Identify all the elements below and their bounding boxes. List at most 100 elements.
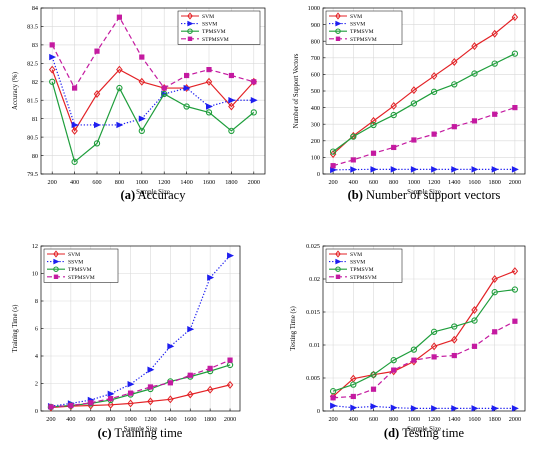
data-point — [471, 317, 478, 324]
x-tick-label: 800 — [389, 179, 398, 186]
data-point — [94, 48, 100, 54]
x-tick-label: 1200 — [144, 416, 156, 423]
data-point — [491, 275, 498, 283]
legend-swatch-marker — [187, 28, 193, 34]
plot-frame — [322, 245, 526, 412]
data-point — [410, 100, 418, 107]
data-point — [49, 42, 55, 48]
y-tick-label: 0 — [317, 408, 320, 415]
data-point — [471, 42, 478, 51]
y-tick-label: 0.015 — [306, 309, 320, 316]
data-point — [511, 267, 519, 276]
data-point — [390, 166, 398, 173]
x-tick-label: 2000 — [248, 179, 260, 186]
data-point — [451, 323, 458, 330]
series-line — [332, 270, 516, 397]
data-point — [147, 397, 154, 406]
y-tick-label: 700 — [311, 55, 320, 62]
data-point — [471, 70, 478, 77]
y-tick-label: 83 — [32, 42, 38, 49]
data-point — [430, 72, 438, 81]
y-tick-label: 0 — [35, 408, 38, 415]
x-tick-label: 800 — [106, 416, 115, 423]
data-point — [391, 367, 397, 373]
y-tick-label: 84 — [32, 5, 38, 12]
series-line — [50, 384, 231, 409]
data-point — [227, 252, 234, 259]
data-point — [161, 90, 168, 98]
x-tick-label: 200 — [328, 416, 337, 423]
data-point — [205, 109, 213, 116]
data-point — [330, 402, 338, 409]
y-tick-label: 81 — [32, 116, 38, 123]
data-point — [72, 85, 78, 91]
data-point — [511, 13, 519, 22]
legend-swatch-marker — [335, 250, 341, 258]
y-tick-label: 81.5 — [27, 97, 38, 104]
series-stpmsvm — [330, 105, 518, 169]
data-point — [116, 14, 122, 20]
x-tick-label: 2000 — [509, 179, 521, 186]
x-tick-label: 1400 — [164, 416, 176, 423]
y-tick-label: 82.5 — [27, 61, 38, 68]
data-point — [491, 289, 498, 296]
x-tick-label: 200 — [46, 416, 55, 423]
x-axis-label: Sample Size — [407, 189, 441, 196]
x-tick-label: 1000 — [408, 179, 420, 186]
x-tick-label: 1600 — [203, 179, 215, 186]
x-axis-label: Sample Size — [407, 426, 441, 433]
data-point — [93, 89, 101, 98]
y-tick-label: 8 — [35, 298, 38, 305]
data-point — [410, 86, 418, 95]
legend-swatch-marker — [335, 274, 341, 279]
data-point — [451, 81, 458, 88]
y-tick-label: 0.01 — [309, 342, 320, 349]
data-point — [350, 133, 357, 140]
data-point — [451, 166, 459, 173]
series-line — [50, 364, 231, 408]
x-tick-label: 1800 — [489, 179, 501, 186]
data-point — [251, 79, 257, 85]
data-point — [491, 29, 498, 38]
data-point — [430, 342, 438, 351]
data-point — [138, 115, 146, 122]
y-tick-label: 10 — [32, 271, 38, 278]
data-point — [71, 121, 79, 129]
y-tick-label: 1000 — [308, 5, 320, 12]
data-point — [183, 103, 190, 110]
x-tick-label: 2000 — [509, 416, 521, 423]
series-ssvm — [330, 166, 519, 174]
data-point — [511, 405, 519, 412]
data-point — [370, 116, 377, 125]
y-axis-label: Accuracy (%) — [12, 72, 19, 110]
data-point — [207, 365, 213, 371]
data-point — [49, 53, 57, 61]
data-point — [127, 399, 134, 408]
legend-label: SSVM — [68, 260, 83, 266]
data-point — [410, 166, 418, 173]
data-point — [491, 60, 498, 67]
data-point — [107, 400, 114, 409]
panel-support-vectors: 200 400 600 800 1000 1200 1400 1600 1800 2000 0 100… — [293, 5, 526, 202]
x-tick-label: 400 — [66, 416, 75, 423]
series-line — [51, 56, 254, 126]
x-tick-label: 1400 — [448, 416, 460, 423]
y-tick-label: 4 — [35, 353, 38, 360]
series-tpmsvm — [329, 50, 519, 155]
data-point — [167, 380, 173, 386]
data-point — [390, 404, 398, 411]
data-point — [330, 166, 338, 174]
legend-label: TPMSVM — [350, 29, 374, 35]
legend-label: SSVM — [350, 22, 365, 28]
series-line — [51, 16, 254, 89]
data-point — [116, 84, 123, 92]
data-point — [138, 77, 146, 86]
y-tick-label: 600 — [311, 72, 320, 79]
series-tpmsvm — [329, 286, 519, 395]
x-tick-label: 1000 — [408, 416, 420, 423]
data-point — [187, 390, 194, 399]
x-tick-label: 600 — [92, 179, 101, 186]
data-point — [451, 352, 457, 359]
data-point — [228, 72, 235, 79]
data-point — [94, 121, 101, 129]
